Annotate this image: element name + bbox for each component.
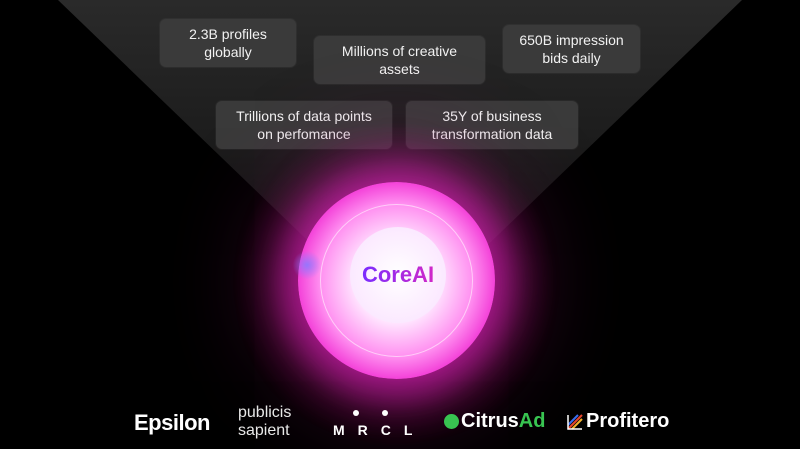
mrcl-logo-text: MRCL xyxy=(333,422,426,438)
orb-ring xyxy=(320,204,473,357)
data-source-box: 650B impression bids daily xyxy=(503,25,640,73)
publicis-text: publicis xyxy=(238,404,292,421)
data-source-box: Millions of creative assets xyxy=(314,36,485,84)
ad-text: Ad xyxy=(518,410,546,432)
profitero-logo: Profitero xyxy=(566,410,669,433)
data-source-box: 2.3B profiles globally xyxy=(160,19,296,67)
orb-glint xyxy=(293,250,321,280)
data-source-text: 2.3B profiles xyxy=(189,26,267,42)
citrus-text: Citrus xyxy=(461,410,519,432)
profitero-logo-text: Profitero xyxy=(586,410,670,432)
mrcl-logo: MRCL xyxy=(333,408,413,440)
citrus-dot-icon xyxy=(444,414,459,429)
data-source-text: Millions of creative xyxy=(341,43,458,59)
mrcl-dot-icon xyxy=(382,410,388,416)
profitero-mark-icon xyxy=(567,413,583,430)
citrusad-logo: Citrus Ad xyxy=(444,410,545,433)
data-source-text: 35Y of business xyxy=(442,108,542,124)
data-source-text: assets xyxy=(379,61,420,77)
epsilon-logo-text: Epsilon xyxy=(134,410,210,435)
data-source-text: globally xyxy=(204,44,252,60)
publicis-sapient-logo: publicis sapient xyxy=(238,404,291,440)
sapient-text: sapient xyxy=(238,422,290,439)
data-source-text: bids daily xyxy=(542,50,601,66)
core-ai-label: CoreAI xyxy=(361,262,435,287)
data-source-text: Trillions of data points xyxy=(236,108,372,124)
epsilon-logo: Epsilon xyxy=(134,410,210,436)
data-source-text: 650B impression xyxy=(519,32,624,48)
logo-row: Epsilon publicis sapient MRCL Citrus Ad P… xyxy=(0,400,800,448)
mrcl-dot-icon xyxy=(353,410,359,416)
core-disc: CoreAI xyxy=(350,227,446,323)
